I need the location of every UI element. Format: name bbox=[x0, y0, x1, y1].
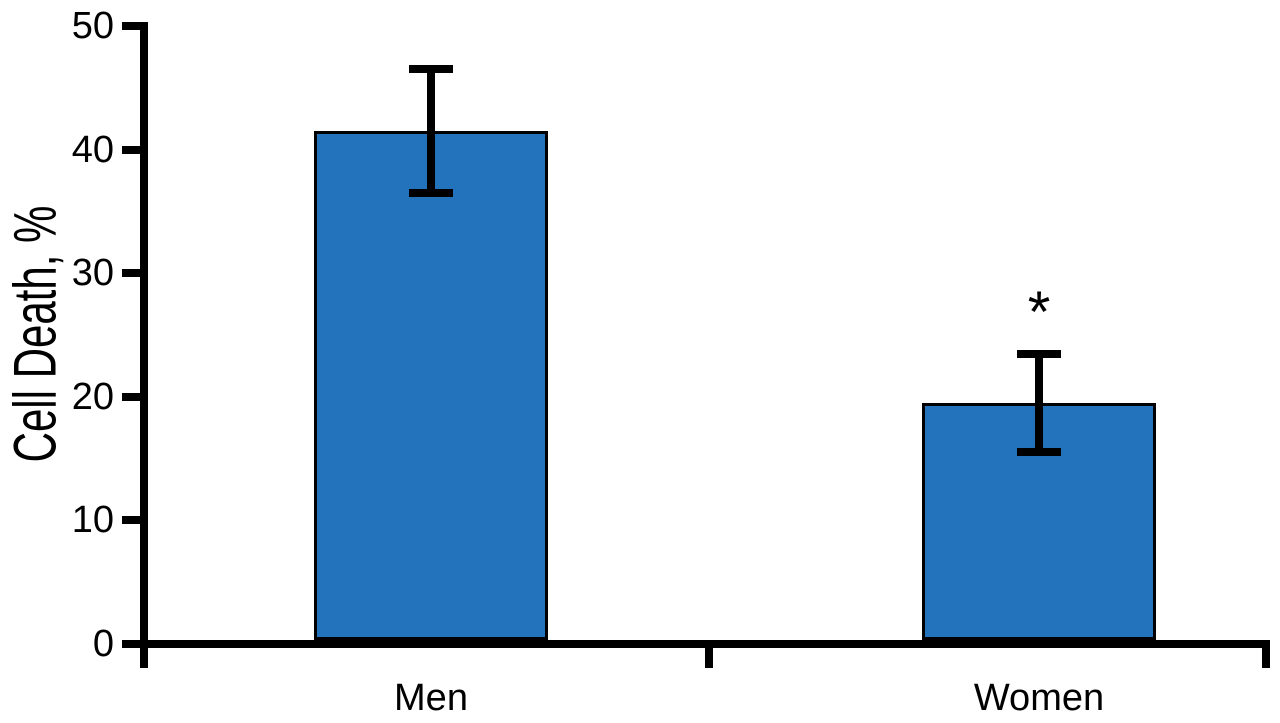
error-bar-cap bbox=[409, 65, 453, 74]
category-label-men: Men bbox=[394, 677, 468, 719]
x-tick-mark bbox=[705, 646, 713, 668]
y-tick-mark bbox=[122, 392, 148, 401]
y-tick-label: 50 bbox=[71, 5, 114, 47]
significance-asterisk: * bbox=[1027, 279, 1051, 345]
x-axis-line bbox=[122, 640, 1270, 648]
error-bar-cap bbox=[1017, 448, 1061, 457]
y-tick-mark bbox=[122, 22, 148, 30]
y-tick-label: 40 bbox=[71, 128, 114, 171]
y-tick-label: 20 bbox=[71, 375, 114, 418]
error-bar-line bbox=[427, 69, 435, 193]
y-tick-mark bbox=[122, 640, 148, 648]
y-tick-mark bbox=[122, 516, 148, 525]
bar-men bbox=[314, 131, 548, 640]
y-tick-label: 30 bbox=[71, 252, 114, 295]
error-bar-cap bbox=[1017, 349, 1061, 358]
y-tick-mark bbox=[122, 269, 148, 278]
category-label-women: Women bbox=[973, 677, 1105, 719]
error-bar-line bbox=[1035, 353, 1043, 453]
y-tick-label: 10 bbox=[71, 499, 114, 542]
y-axis-label-text: Cell Death, % bbox=[1, 205, 69, 463]
x-tick-mark bbox=[1262, 646, 1270, 668]
y-tick-mark bbox=[122, 145, 148, 154]
error-bar-cap bbox=[409, 188, 453, 197]
y-axis-line bbox=[140, 22, 148, 668]
y-tick-label: 0 bbox=[92, 623, 114, 665]
